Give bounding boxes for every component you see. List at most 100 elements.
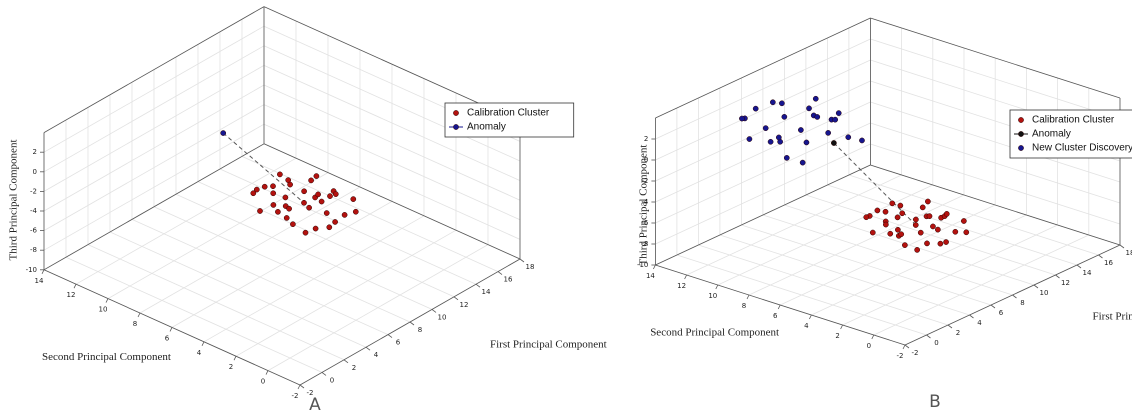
data-point — [282, 194, 289, 201]
grid-line — [263, 104, 521, 221]
x-tick — [519, 258, 525, 263]
z-tick-label: 2 — [644, 135, 648, 143]
data-point — [779, 100, 785, 107]
data-point — [874, 207, 881, 214]
y-tick — [169, 327, 173, 332]
y-tick — [746, 294, 750, 300]
data-point — [919, 204, 926, 211]
data-point — [899, 210, 906, 217]
z-tick-label: -10 — [637, 261, 648, 269]
data-point — [914, 247, 921, 253]
x-tick-label: 6 — [999, 309, 1004, 317]
data-point — [814, 114, 821, 120]
x-axis-label: First Principal Component — [1093, 311, 1132, 323]
y-axis-label: Second Principal Component — [42, 351, 171, 363]
x-tick-label: 4 — [374, 351, 379, 359]
y-tick — [809, 314, 812, 320]
x-tick-label: 10 — [1040, 289, 1049, 297]
y-tick-label: 10 — [708, 292, 717, 300]
data-point — [762, 125, 769, 131]
axis-box — [870, 17, 1121, 99]
data-point — [286, 205, 292, 212]
data-point — [302, 229, 309, 236]
data-point — [275, 209, 281, 215]
data-point — [835, 110, 842, 116]
x-tick-label: 8 — [1020, 299, 1024, 307]
data-point — [315, 191, 321, 198]
grid-line — [870, 122, 1121, 204]
data-point — [943, 239, 949, 245]
grid-line — [107, 172, 329, 299]
legend-label: New Cluster Discovery — [1032, 143, 1132, 154]
grid-line — [263, 45, 521, 162]
y-axis-label: Second Principal Component — [650, 327, 779, 339]
y-tick — [201, 341, 205, 346]
y-tick-label: 14 — [646, 272, 655, 280]
x-tick — [343, 359, 349, 364]
data-point — [902, 242, 908, 248]
y-tick-label: 0 — [867, 342, 871, 350]
x-tick-label: 4 — [977, 319, 982, 327]
x-tick-label: 16 — [1104, 259, 1113, 267]
y-tick-label: -2 — [897, 352, 904, 360]
x-tick-label: 18 — [1126, 249, 1132, 257]
y-tick-label: -2 — [292, 392, 299, 400]
z-tick-label: -2 — [30, 187, 37, 195]
z-axis-label: Third Principal Component — [638, 145, 650, 266]
y-tick — [105, 298, 109, 303]
x-tick-label: 18 — [526, 263, 535, 271]
legend-label: Calibration Cluster — [467, 108, 550, 119]
y-tick-label: 8 — [133, 320, 137, 328]
data-point — [332, 219, 338, 225]
data-point — [746, 136, 753, 142]
z-tick-label: -2 — [641, 177, 648, 185]
z-tick-label: 2 — [33, 148, 37, 156]
data-point — [917, 229, 924, 236]
data-point — [783, 155, 790, 161]
panel-label: A — [309, 395, 321, 415]
z-tick-label: -4 — [30, 207, 38, 215]
data-point — [898, 231, 905, 238]
axis-box — [43, 143, 265, 271]
data-point — [326, 224, 333, 231]
grid-line — [717, 184, 933, 286]
y-tick-label: 6 — [165, 334, 170, 342]
y-tick-label: 12 — [67, 291, 76, 299]
data-point — [327, 193, 333, 199]
data-point — [926, 213, 933, 219]
grid-line — [43, 65, 265, 192]
legend-marker — [1018, 145, 1024, 151]
x-tick — [1012, 294, 1017, 299]
grid-line — [43, 104, 265, 231]
x-tick — [969, 314, 974, 319]
data-point — [845, 134, 852, 141]
y-tick — [902, 344, 906, 350]
grid-line — [842, 224, 1058, 326]
data-point — [270, 202, 277, 208]
x-tick-label: 12 — [460, 301, 469, 309]
axis-box — [655, 164, 871, 266]
data-point — [277, 171, 283, 178]
data-point — [301, 188, 307, 195]
data-point — [270, 190, 277, 197]
grid-line — [811, 214, 1027, 316]
x-tick — [1055, 274, 1060, 279]
data-point — [308, 177, 314, 184]
y-tick-label: 0 — [261, 378, 265, 386]
data-point — [253, 186, 260, 193]
x-axis-label: First Principal Component — [490, 339, 607, 351]
x-tick — [1098, 254, 1103, 259]
grid-line — [263, 84, 521, 201]
y-tick — [265, 370, 269, 375]
data-point — [930, 223, 936, 230]
y-tick-label: 4 — [804, 322, 809, 330]
x-tick — [497, 271, 503, 275]
grid-line — [43, 45, 265, 173]
data-point — [897, 202, 904, 209]
y-tick — [73, 284, 77, 289]
z-tick-label: -10 — [26, 266, 37, 274]
x-tick — [1033, 284, 1039, 289]
x-tick — [409, 321, 415, 326]
data-point — [831, 140, 837, 146]
